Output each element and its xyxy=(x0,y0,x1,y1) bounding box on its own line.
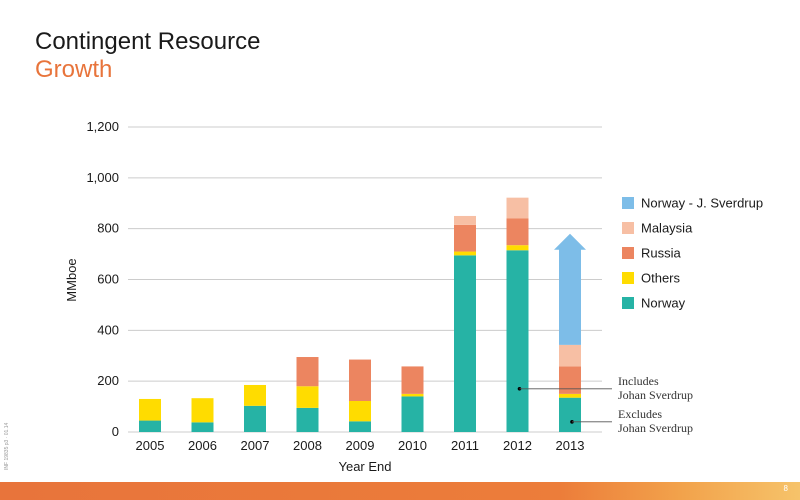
bar-segment xyxy=(454,251,476,256)
bar-segment xyxy=(506,250,529,432)
y-tick-label: 0 xyxy=(112,424,119,439)
legend-swatch xyxy=(622,272,634,284)
bar-segment xyxy=(296,407,319,432)
legend-label: Norway xyxy=(641,296,686,311)
y-tick-label: 200 xyxy=(97,373,119,388)
annotation-text: Excludes xyxy=(618,407,662,421)
bar-segment xyxy=(244,384,266,406)
legend-swatch xyxy=(622,247,634,259)
annotation-text: Johan Sverdrup xyxy=(618,421,693,435)
contingent-resource-chart: 0 200 400 600 800 1,000 1,200 2005 2006 2007 2008 2… xyxy=(64,119,763,474)
bar-segment xyxy=(401,396,424,432)
legend-label: Norway - J. Sverdrup xyxy=(641,196,763,211)
page-title: Contingent Resource xyxy=(35,28,261,55)
x-tick-label: 2005 xyxy=(136,438,165,453)
bar-segment xyxy=(506,245,529,251)
legend-label: Others xyxy=(641,271,681,286)
bar-segment xyxy=(454,224,476,252)
bar-segment xyxy=(559,397,581,432)
page-number: 8 xyxy=(783,484,788,493)
bar-segment xyxy=(349,421,371,432)
bar-segment xyxy=(454,255,476,432)
title-block: Contingent Resource Growth xyxy=(35,28,260,84)
y-axis-title: MMboe xyxy=(64,258,79,301)
document-code: INF 19835 p3 · 01.14 xyxy=(4,422,10,470)
legend-swatch xyxy=(622,197,634,209)
x-tick-label: 2013 xyxy=(556,438,585,453)
bar-segment xyxy=(559,366,581,394)
annotation-text: Johan Sverdrup xyxy=(618,388,693,402)
x-tick-label: 2007 xyxy=(241,438,270,453)
x-tick-label: 2008 xyxy=(293,438,322,453)
footer-bar xyxy=(0,482,800,500)
bar-segment xyxy=(349,359,371,401)
bar-segment xyxy=(244,405,266,432)
bar-segment xyxy=(401,366,424,394)
bar-segment xyxy=(349,400,371,422)
x-tick-label: 2011 xyxy=(451,438,479,453)
y-tick-label: 800 xyxy=(97,221,119,236)
bar-segment xyxy=(559,344,581,367)
bar-segment xyxy=(506,197,529,219)
bar-segment xyxy=(506,218,529,246)
x-tick-label: 2012 xyxy=(503,438,532,453)
sverdrup-arrow xyxy=(554,233,586,345)
y-tick-label: 1,200 xyxy=(86,119,119,134)
bar-segment xyxy=(559,393,581,398)
bar-segment xyxy=(454,215,476,225)
bar-segment xyxy=(139,420,161,432)
bar-segment xyxy=(296,357,319,387)
x-tick-label: 2009 xyxy=(346,438,375,453)
bar-segment xyxy=(139,398,161,421)
legend-swatch xyxy=(622,297,634,309)
x-axis-title: Year End xyxy=(338,459,391,474)
bar-segment xyxy=(296,386,319,408)
y-tick-label: 1,000 xyxy=(86,170,119,185)
legend-label: Malaysia xyxy=(641,221,693,236)
x-tick-label: 2006 xyxy=(188,438,217,453)
page-subtitle: Growth xyxy=(35,56,113,83)
y-tick-label: 600 xyxy=(97,272,119,287)
y-tick-label: 400 xyxy=(97,322,119,337)
bar-segment xyxy=(191,398,214,423)
annotation-text: Includes xyxy=(618,374,659,388)
legend-swatch xyxy=(622,222,634,234)
bar-segment xyxy=(191,422,214,432)
bar-segment xyxy=(401,393,424,397)
legend-label: Russia xyxy=(641,246,682,261)
x-tick-label: 2010 xyxy=(398,438,427,453)
